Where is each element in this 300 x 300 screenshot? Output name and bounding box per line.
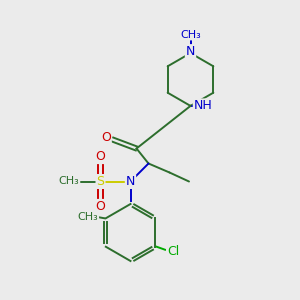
Text: O: O bbox=[96, 150, 105, 163]
Text: N: N bbox=[126, 175, 135, 188]
Text: S: S bbox=[97, 175, 104, 188]
Text: Cl: Cl bbox=[167, 245, 179, 258]
Text: CH₃: CH₃ bbox=[58, 176, 80, 187]
Text: O: O bbox=[101, 130, 111, 144]
Text: CH₃: CH₃ bbox=[77, 212, 98, 222]
Text: NH: NH bbox=[194, 99, 212, 112]
Text: N: N bbox=[186, 45, 195, 58]
Text: CH₃: CH₃ bbox=[180, 29, 201, 40]
Text: O: O bbox=[96, 200, 105, 213]
